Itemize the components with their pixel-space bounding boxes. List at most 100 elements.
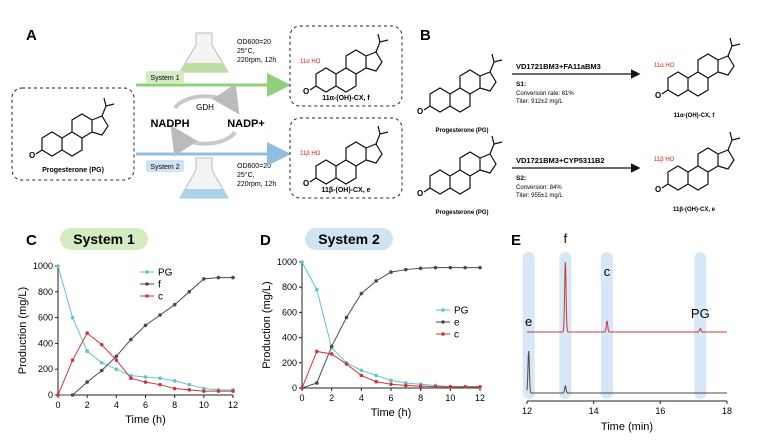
data-point-c	[129, 376, 133, 381]
data-point-f	[143, 323, 148, 328]
y-axis-label: Production (mg/L)	[261, 281, 273, 368]
x-tick-label: 14	[589, 406, 599, 416]
b-conv2: Conversion: 84%	[516, 185, 562, 191]
peak-highlight-band	[694, 252, 707, 399]
system2-tag	[146, 160, 184, 172]
data-point-PG	[300, 260, 304, 264]
y-tick-label: 400	[282, 333, 297, 343]
legend-marker-c	[441, 332, 445, 336]
data-point-f	[99, 368, 104, 373]
legend-marker-PG	[441, 308, 445, 312]
condition-rpm-1: 220rpm, 12h	[237, 57, 276, 64]
x-axis-label: Time (min)	[601, 421, 653, 433]
data-point-c	[158, 382, 162, 387]
data-point-c	[99, 342, 104, 347]
b-product2-structure	[654, 131, 741, 195]
b-product1-structure	[654, 37, 741, 101]
product2-box	[289, 117, 403, 199]
data-point-f	[70, 393, 75, 397]
data-point-c	[85, 331, 89, 335]
data-point-PG	[85, 349, 89, 353]
x-tick-label: 8	[418, 393, 423, 403]
product2-oh: 11β HO	[300, 151, 321, 157]
data-point-c	[374, 379, 378, 384]
legend-marker-e	[441, 320, 445, 324]
x-tick-label: 10	[199, 400, 209, 410]
y-tick-label: 800	[282, 282, 297, 292]
condition-temp-1: 25°C,	[237, 47, 255, 55]
y-tick-label: 0	[292, 383, 297, 393]
data-point-e	[389, 270, 393, 274]
data-point-c	[329, 352, 334, 356]
legend-label-e: e	[454, 318, 460, 329]
data-point-f	[202, 277, 206, 281]
flask-liquid-blue	[180, 189, 228, 198]
data-point-PG	[114, 367, 119, 372]
y-tick-label: 0	[48, 390, 53, 400]
chart-e: 12 14 16 18 Time (min) e f c PG	[522, 231, 732, 433]
data-point-e	[404, 267, 408, 272]
y-tick-label: 200	[282, 358, 297, 368]
nadph-label: NADPH	[150, 118, 189, 130]
y-tick-label: 1000	[277, 257, 297, 267]
chart-c: System 1 0 2 4 6 8 10 12 0 200 400 600 800 1000 Time (…	[17, 228, 238, 426]
x-tick-label: 18	[722, 406, 732, 416]
data-point-PG	[172, 379, 177, 383]
panel-label-c: C	[26, 232, 37, 249]
x-tick-label: 4	[359, 393, 364, 403]
data-point-f	[231, 275, 235, 280]
b-titer1: Titer: 912±2 mg/L	[516, 99, 563, 105]
data-point-c	[216, 389, 221, 393]
product2-structure	[302, 125, 389, 189]
data-point-PG	[143, 375, 148, 379]
b-enzyme1: VD1721BM3+FA11aBM3	[516, 62, 601, 71]
data-point-PG	[187, 382, 192, 387]
peak-highlight-band	[601, 252, 613, 399]
panel-label-e: E	[511, 232, 521, 249]
peak-label-PG: PG	[691, 306, 710, 321]
peak-highlight-band	[559, 252, 572, 399]
b-substrate2-label: Progesterone (PG)	[435, 210, 488, 216]
data-point-e	[329, 344, 334, 349]
data-point-PG	[389, 378, 393, 383]
system2-label: System 2	[150, 164, 179, 171]
legend-label-f: f	[158, 280, 161, 291]
data-point-f	[216, 275, 221, 280]
data-point-f	[172, 302, 177, 307]
data-point-e	[315, 381, 319, 385]
b-enzyme2: VD1721BM3+CYP5311B2	[516, 156, 605, 165]
nadp-label: NADP+	[227, 118, 265, 130]
x-axis-label: Time (h)	[125, 414, 166, 426]
x-tick-label: 12	[522, 406, 532, 416]
b-titer2: Titer: 955±1 mg/L	[516, 193, 563, 199]
data-point-f	[114, 354, 119, 359]
system1-label: System 1	[150, 75, 179, 82]
condition-rpm-2: 220rpm, 12h	[237, 181, 276, 188]
panel-label-a: A	[26, 27, 37, 44]
data-point-e	[448, 265, 453, 270]
data-point-f	[85, 380, 89, 384]
data-point-c	[315, 349, 319, 354]
x-tick-label: 10	[445, 393, 455, 403]
data-point-c	[404, 383, 408, 388]
data-point-PG	[374, 373, 378, 378]
b-substrate2-structure	[416, 135, 503, 199]
condition-od-2: OD600=20	[237, 163, 271, 170]
data-point-e	[433, 265, 438, 270]
peak-label-e: e	[525, 314, 532, 329]
b-substrate1-label: Progesterone (PG)	[435, 128, 488, 134]
b-product2-oh: 11β HO	[654, 157, 675, 163]
y-tick-label: 200	[38, 364, 53, 374]
legend-label-PG: PG	[454, 306, 469, 317]
flask-liquid-green	[180, 63, 228, 72]
x-tick-label: 6	[143, 400, 148, 410]
data-point-PG	[70, 315, 75, 320]
product2-label: 11β-(OH)-CX, e	[321, 187, 370, 194]
x-tick-label: 16	[655, 406, 665, 416]
chromatogram-trace-1	[526, 350, 727, 394]
data-point-c	[478, 384, 482, 389]
x-tick-label: 4	[114, 400, 119, 410]
b-tag1: S1:	[516, 81, 526, 88]
